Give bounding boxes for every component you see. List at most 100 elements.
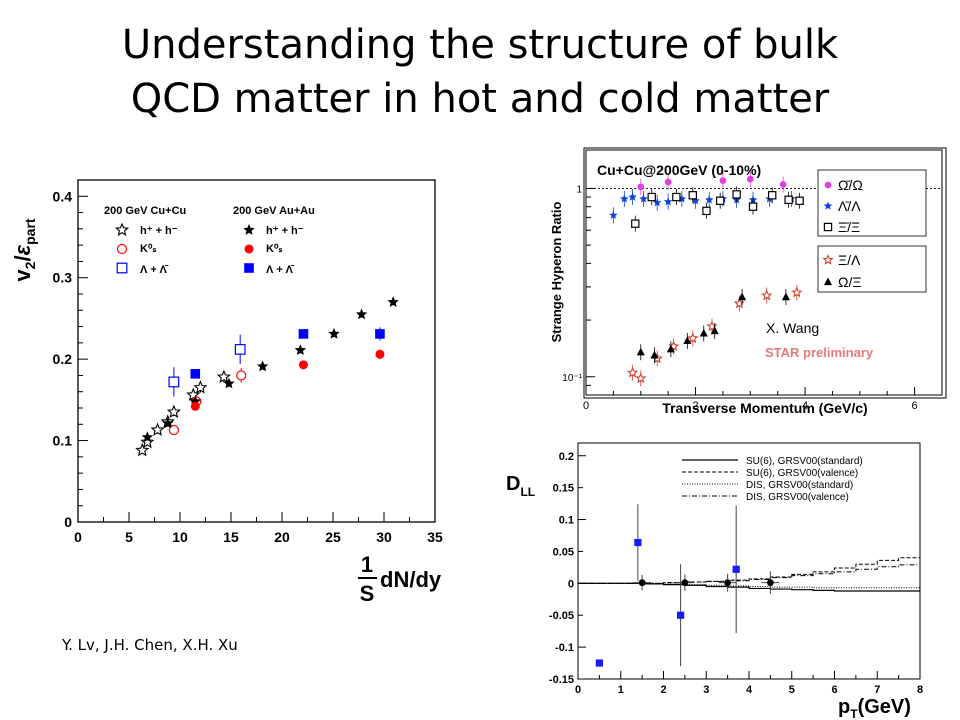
data-point — [168, 376, 180, 388]
ylabel-eps-sub: part — [22, 218, 38, 245]
legend-marker — [243, 224, 255, 235]
data-point — [715, 196, 725, 205]
hyperon-legend-bottom — [817, 245, 927, 293]
legend-xibar-xi: Ξ̄/Ξ — [838, 219, 860, 235]
data-point — [699, 328, 708, 337]
dll-xlabel-sub: T — [850, 707, 858, 720]
dll-xlabel-p: p — [838, 696, 850, 718]
x-tick-label: 8 — [917, 684, 923, 696]
legend-marker — [244, 263, 254, 273]
ylabel-eps: ε — [10, 244, 35, 255]
y-tick-label: 0.2 — [53, 351, 73, 367]
data-point — [609, 210, 618, 219]
data-point — [256, 360, 269, 372]
data-point — [767, 579, 774, 587]
hyperon-y-label: Strange Hyperon Ratio — [549, 202, 564, 343]
legend-header-auau: 200 GeV Au+Au — [233, 205, 315, 217]
legend-xi-lambda: Ξ/Λ — [838, 252, 861, 268]
legend-omega-xi: Ω/Ξ — [838, 274, 861, 290]
x-tick-label: 5 — [125, 529, 133, 545]
data-point — [691, 196, 700, 205]
x-tick-label: 2 — [692, 400, 698, 412]
data-point — [636, 347, 645, 356]
x-tick-label: 1 — [618, 684, 624, 696]
y-tick-label: -0.15 — [549, 674, 574, 686]
data-point — [190, 401, 200, 411]
data-point — [375, 349, 385, 359]
x-tick-label: 10 — [172, 529, 188, 545]
data-point — [216, 369, 231, 384]
data-point — [652, 198, 662, 207]
y-tick-label: 0.3 — [53, 270, 73, 286]
x-tick-label: 0 — [575, 684, 581, 696]
legend-marker — [823, 222, 833, 232]
data-point — [683, 336, 692, 345]
legend-lambdabar-lambda: Λ̄/Λ — [838, 198, 861, 214]
data-point — [687, 332, 699, 344]
data-point — [666, 344, 675, 353]
data-point — [724, 579, 731, 587]
data-point — [746, 175, 754, 183]
dll-theory-curves — [578, 555, 921, 592]
x-tick-label: 4 — [802, 400, 808, 412]
hyperon-axis-ticks: 0 2 4 6 10⁻¹ 1 — [562, 184, 917, 412]
data-point — [663, 197, 673, 206]
data-point — [677, 611, 685, 619]
legend-label-auau-k: K⁰ₛ — [266, 243, 282, 255]
legend-marker — [822, 254, 834, 265]
data-point — [631, 219, 640, 228]
data-point — [705, 195, 714, 204]
data-point — [236, 370, 247, 381]
annotation-x-wang: X. Wang — [766, 320, 819, 336]
x-tick-label: 7 — [874, 684, 880, 696]
v2-chart: 0 5 10 15 20 25 30 35 0 0.1 0.2 0.3 0.4 200 GeV Cu+C… — [10, 179, 443, 606]
legend-marker — [823, 277, 833, 286]
xlabel-denominator: S — [360, 581, 375, 606]
hyperon-x-label: Transverse Momentum (GeV/c) — [662, 400, 867, 416]
y-tick-label: 0.1 — [53, 433, 73, 449]
xlabel-main: dN/dy — [380, 567, 442, 592]
y-tick-label: 0 — [568, 578, 574, 590]
dll-xlabel-unit: (GeV) — [858, 696, 911, 718]
y-tick-label: 0 — [64, 514, 72, 530]
data-point — [166, 404, 181, 419]
data-point — [733, 297, 745, 309]
hyperon-legend-top — [817, 169, 927, 237]
title-line-2: QCD matter in hot and cold matter — [130, 76, 830, 122]
y-tick-label: 0.2 — [559, 451, 574, 463]
v2-y-label: v2/εpart — [10, 218, 38, 281]
data-point — [234, 343, 246, 355]
x-tick-label: 15 — [223, 529, 239, 545]
legend-marker — [114, 222, 130, 237]
data-point — [779, 181, 787, 188]
data-point — [223, 377, 235, 389]
y-tick-label: -0.1 — [555, 642, 574, 654]
v2-axis-ticks: 0 5 10 15 20 25 30 35 0 0.1 0.2 0.3 0.4 — [53, 188, 443, 545]
data-point — [328, 327, 340, 339]
legend-label-cucu-h: h⁺ + h⁻ — [140, 225, 178, 237]
x-tick-label: 0 — [583, 400, 589, 412]
data-point — [375, 329, 385, 339]
dll-chart: 0 1 2 3 4 5 6 7 8 -0.15 -0.1 -0.05 0 0.05 0.1 0.15 0.2 S… — [506, 442, 923, 720]
legend-su6-standard: SU(6), GRSV00(standard) — [746, 456, 863, 467]
legend-dis-standard: DIS, GRSV00(standard) — [746, 480, 853, 491]
data-point — [761, 289, 773, 301]
y-tick-label: 0.15 — [553, 483, 574, 495]
data-point — [634, 538, 642, 547]
x-tick-label: 30 — [376, 529, 392, 545]
data-point — [620, 194, 629, 203]
slide-title: Understanding the structure of bulk QCD … — [0, 18, 960, 126]
data-point — [298, 360, 308, 370]
data-point — [748, 202, 758, 211]
legend-header-cucu: 200 GeV Cu+Cu — [104, 205, 186, 217]
xlabel-numerator: 1 — [361, 552, 373, 577]
data-point — [732, 190, 741, 199]
data-point — [738, 292, 747, 301]
hyperon-legend-markers — [822, 181, 834, 286]
credit-authors: Y. Lv, J.H. Chen, X.H. Xu — [62, 636, 238, 654]
legend-label-auau-h: h⁺ + h⁻ — [266, 225, 304, 237]
dll-axis-ticks: 0 1 2 3 4 5 6 7 8 -0.15 -0.1 -0.05 0 0.05 0.1 0.15 0.2 — [549, 451, 923, 696]
v2-legend-markers — [114, 222, 255, 274]
x-tick-label: 3 — [703, 684, 709, 696]
